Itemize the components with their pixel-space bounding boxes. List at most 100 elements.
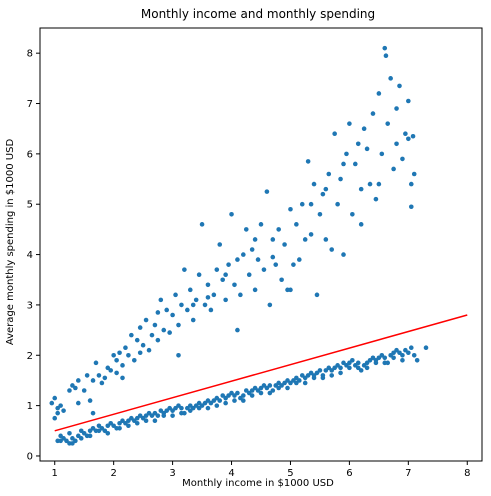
scatter-point [364,146,370,152]
scatter-point [308,201,314,207]
scatter-point [282,242,287,247]
scatter-point [264,189,270,194]
scatter-point [414,358,420,363]
y-tick-label: 1 [27,401,33,412]
scatter-point [297,257,302,262]
scatter-point [161,327,167,333]
scatter-point [170,312,175,318]
scatter-point [176,352,181,358]
scatter-point [276,227,281,232]
scatter-point [111,352,116,358]
scatter-point [249,393,255,398]
scatter-point [235,257,240,262]
scatter-point [410,133,416,139]
scatter-point [205,282,211,288]
scatter-point [134,420,140,426]
scatter-point [258,222,264,227]
scatter-point [114,358,119,363]
scatter-point [105,431,111,436]
scatter-point [288,287,293,293]
scatter-point [220,277,225,283]
y-tick-label: 6 [27,149,33,160]
scatter-point [90,378,96,383]
scatter-point [193,297,199,303]
scatter-point [93,360,99,366]
scatter-point [226,262,231,267]
scatter-point [403,131,408,137]
scatter-point [52,415,58,421]
scatter-point [55,410,60,416]
scatter-point [383,53,389,58]
scatter-point [320,191,326,197]
scatter-point [388,76,393,81]
scatter-point [155,413,161,418]
scatter-point [243,227,249,232]
scatter-point [358,368,364,373]
y-tick-label: 4 [27,250,33,261]
scatter-point [229,211,234,217]
scatter-point [311,375,317,381]
y-tick-label: 8 [27,49,33,60]
scatter-point [364,365,370,371]
scatter-point [352,161,358,167]
axes-frame [39,27,483,462]
scatter-point [76,378,81,383]
scatter-point [370,111,376,116]
scatter-point [241,393,246,398]
scatter-point [76,400,81,406]
scatter-point [311,181,317,187]
y-tick-label: 5 [27,200,33,211]
scatter-point [323,186,329,192]
scatter-point [385,121,391,126]
scatter-point [52,395,58,401]
scatter-point [114,370,119,376]
scatter-point [350,358,355,363]
scatter-point [232,398,237,403]
scatter-point [90,410,96,416]
scatter-point [182,267,187,272]
scatter-point [332,131,337,137]
scatter-point [376,91,382,96]
scatter-point [73,385,78,391]
x-tick-label: 7 [405,468,411,479]
scatter-point [96,428,102,434]
scatter-point [120,363,125,368]
scatter-point [214,403,220,408]
scatter-point [129,332,134,338]
scatter-point [338,370,343,376]
scatter-point [323,237,329,242]
scatter-point [320,375,326,381]
scatter-point [373,360,379,366]
scatter-point [117,425,122,431]
scatter-point [99,380,105,386]
scatter-point [400,352,405,358]
scatter-point [406,98,411,104]
scatter-point [294,380,299,386]
scatter-point [196,405,202,411]
scatter-point [164,307,170,313]
scatter-point [217,242,223,247]
scatter-point [255,257,261,262]
scatter-point [258,390,264,396]
scatter-point [223,400,228,406]
scatter-point [173,292,178,298]
x-tick-label: 3 [169,468,175,479]
scatter-point [152,418,158,424]
scatter-point [241,252,246,257]
scatter-point [199,222,205,227]
scatter-point [350,211,355,217]
scatter-point [241,398,246,403]
scatter-point [140,342,146,348]
x-tick-label: 5 [287,468,293,479]
scatter-point [117,350,122,356]
scatter-point [146,347,152,353]
scatter-point [179,410,184,416]
scatter-point [394,141,399,147]
scatter-point [235,390,240,396]
scatter-point [317,211,323,217]
scatter-point [367,181,373,187]
scatter-point [87,398,93,403]
scatter-point [411,171,417,177]
scatter-point [238,292,243,298]
